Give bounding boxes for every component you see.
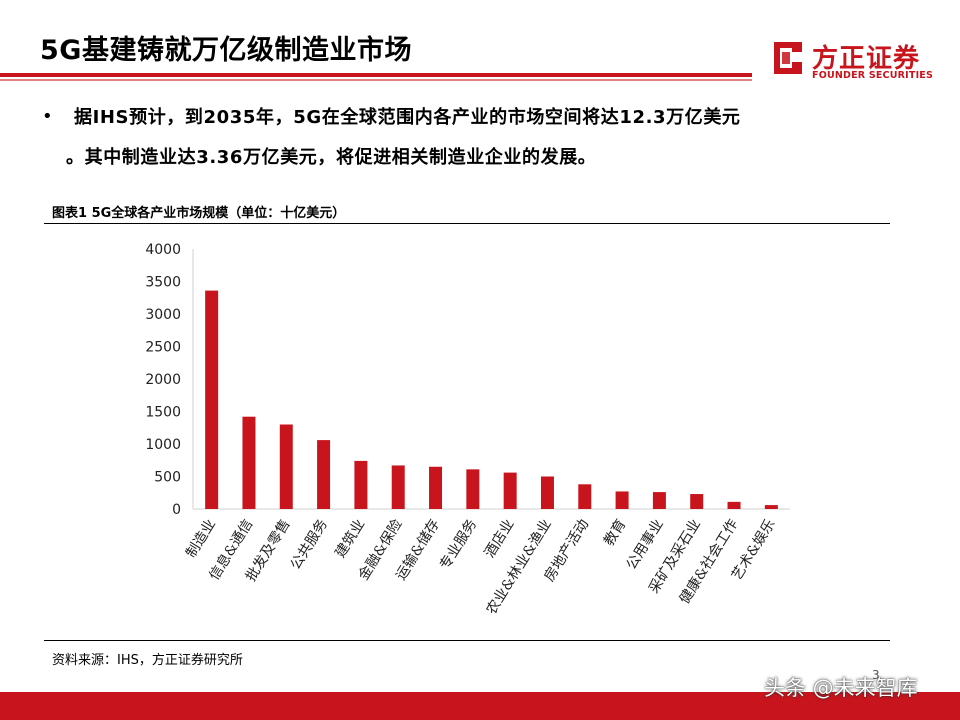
bar bbox=[205, 290, 219, 509]
y-tick-label: 3500 bbox=[145, 275, 181, 291]
x-tick-label: 建筑业 bbox=[332, 517, 368, 561]
figure-top-rule bbox=[44, 223, 890, 224]
x-tick-label: 制造业 bbox=[183, 517, 219, 561]
bullet-icon: • bbox=[42, 106, 53, 127]
y-tick-label: 0 bbox=[172, 502, 181, 518]
figure-bottom-rule bbox=[44, 640, 890, 641]
bar bbox=[652, 492, 666, 509]
bar bbox=[317, 440, 331, 509]
bar bbox=[279, 424, 293, 509]
bullet-paragraph: 据IHS预计，到2035年，5G在全球范围内各产业的市场空间将达12.3万亿美元… bbox=[66, 98, 894, 178]
founder-securities-logo: 方正证券 FOUNDER SECURITIES bbox=[768, 38, 938, 82]
bullet-line-2: 。其中制造业达3.36万亿美元，将促进相关制造业企业的发展。 bbox=[66, 147, 597, 168]
y-tick-label: 3000 bbox=[145, 307, 181, 323]
bar bbox=[466, 469, 480, 509]
bar bbox=[764, 505, 778, 509]
page-number: 3 bbox=[872, 668, 880, 682]
x-tick-label: 酒店业 bbox=[482, 517, 518, 561]
bar bbox=[615, 491, 629, 509]
title-underline bbox=[0, 73, 752, 77]
page-title: 5G基建铸就万亿级制造业市场 bbox=[40, 35, 412, 66]
logo-mark-icon bbox=[774, 42, 802, 74]
bar bbox=[540, 476, 554, 509]
watermark: 头条 @未来智库 bbox=[764, 676, 918, 700]
bar bbox=[354, 460, 368, 509]
title-underline-secondary bbox=[0, 79, 752, 81]
bar bbox=[242, 416, 256, 509]
y-tick-label: 500 bbox=[154, 470, 181, 486]
y-tick-label: 2000 bbox=[145, 372, 181, 388]
x-tick-label: 教育 bbox=[601, 517, 629, 549]
figure-title: 图表1 5G全球各产业市场规模（单位：十亿美元） bbox=[52, 206, 346, 221]
source-note: 资料来源：IHS，方正证券研究所 bbox=[52, 653, 243, 668]
y-tick-label: 2500 bbox=[145, 340, 181, 356]
y-tick-label: 1500 bbox=[145, 405, 181, 421]
bar bbox=[578, 484, 592, 509]
footer-bar bbox=[0, 692, 960, 720]
bar bbox=[503, 472, 517, 509]
logo-name-cn: 方正证券 bbox=[812, 44, 921, 74]
x-tick-label: 专业服务 bbox=[437, 517, 480, 573]
bar bbox=[429, 466, 443, 509]
bar bbox=[690, 494, 704, 509]
y-tick-label: 1000 bbox=[145, 437, 181, 453]
bar bbox=[391, 465, 405, 509]
logo-name-en: FOUNDER SECURITIES bbox=[812, 70, 934, 81]
bar bbox=[727, 501, 741, 509]
bullet-line-1: 据IHS预计，到2035年，5G在全球范围内各产业的市场空间将达12.3万亿美元 bbox=[74, 107, 741, 128]
y-tick-label: 4000 bbox=[145, 242, 181, 258]
x-tick-label: 公共服务 bbox=[288, 517, 331, 573]
